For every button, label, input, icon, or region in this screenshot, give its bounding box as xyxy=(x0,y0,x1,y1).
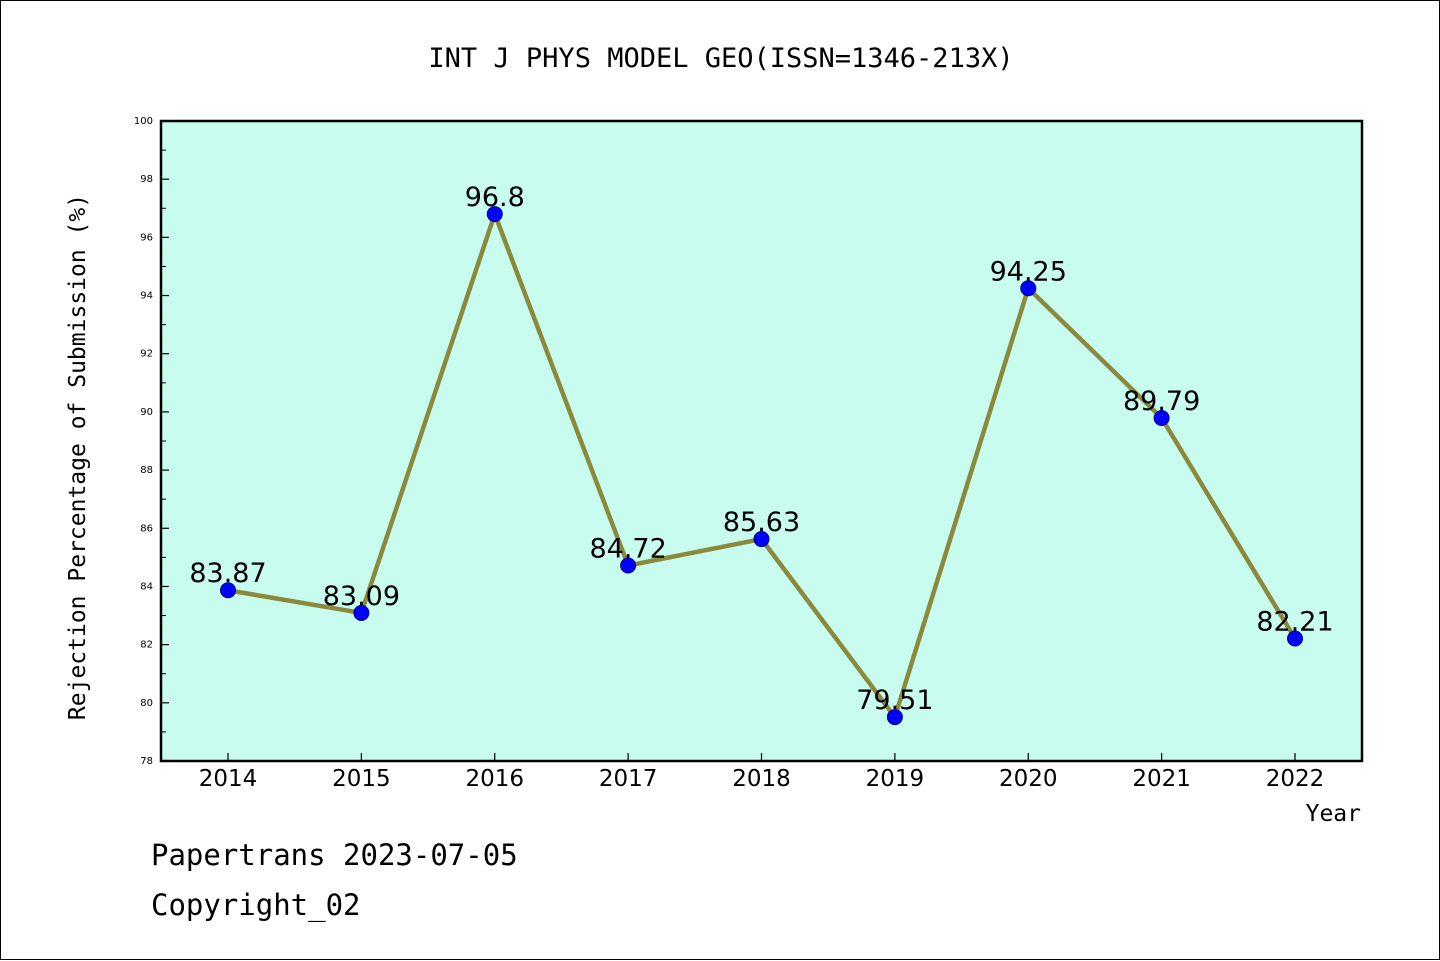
y-tick-label: 82 xyxy=(140,640,153,651)
data-point xyxy=(353,604,370,621)
x-tick-label: 2015 xyxy=(332,766,391,792)
y-axis-label: Rejection Percentage of Submission (%) xyxy=(65,194,91,720)
y-tick-label: 78 xyxy=(140,756,153,767)
chart-title: INT J PHYS MODEL GEO(ISSN=1346-213X) xyxy=(428,43,1013,74)
y-tick-label: 96 xyxy=(140,232,153,243)
footer-copyright-text: Copyright_02 xyxy=(151,888,361,923)
x-tick-label: 2014 xyxy=(199,766,258,792)
x-tick-label: 2016 xyxy=(465,766,524,792)
data-point xyxy=(620,557,637,574)
y-tick-label: 100 xyxy=(134,116,153,127)
x-tick-label: 2017 xyxy=(599,766,658,792)
data-label: 89.79 xyxy=(1123,386,1200,417)
data-label: 85.63 xyxy=(723,507,800,538)
data-point xyxy=(1153,410,1170,427)
x-axis-ticks: 2014 2015 2016 2017 2018 2019 2020 2021 2022 xyxy=(199,753,1325,792)
data-label: 83.87 xyxy=(189,558,266,589)
y-tick-label: 80 xyxy=(140,698,153,709)
y-tick-label: 88 xyxy=(140,465,153,476)
data-label: 79.51 xyxy=(856,685,933,716)
data-point xyxy=(1287,630,1303,647)
y-tick-label: 92 xyxy=(140,349,153,360)
y-tick-label: 98 xyxy=(140,174,153,185)
y-axis-ticks: 78 80 82 84 86 88 90 92 94 96 98 100 xyxy=(134,116,169,767)
data-point xyxy=(753,531,770,548)
data-point xyxy=(1020,280,1037,297)
data-label: 83.09 xyxy=(323,581,400,612)
series-layer: 83.87 83.09 96.8 84.72 85.63 79.51 94.25 89.79 8… xyxy=(189,182,1334,726)
x-tick-label: 2022 xyxy=(1266,766,1325,792)
y-tick-label: 84 xyxy=(140,581,153,592)
data-point xyxy=(886,709,903,726)
x-tick-label: 2019 xyxy=(866,766,925,792)
data-label: 84.72 xyxy=(589,534,666,565)
data-label: 82.21 xyxy=(1256,607,1333,638)
x-tick-label: 2021 xyxy=(1132,766,1191,792)
plot-area xyxy=(161,121,1362,761)
data-point xyxy=(486,206,503,223)
x-tick-label: 2020 xyxy=(999,766,1058,792)
y-tick-label: 94 xyxy=(140,291,153,302)
data-point xyxy=(220,582,236,599)
x-tick-label: 2018 xyxy=(732,766,791,792)
data-label: 96.8 xyxy=(465,182,525,213)
x-axis-label: Year xyxy=(1306,801,1361,827)
footer-date-text: Papertrans 2023-07-05 xyxy=(151,838,518,872)
y-tick-label: 86 xyxy=(140,523,153,534)
plot-border xyxy=(159,119,1364,763)
y-tick-label: 90 xyxy=(140,407,153,418)
data-label: 94.25 xyxy=(990,256,1067,287)
